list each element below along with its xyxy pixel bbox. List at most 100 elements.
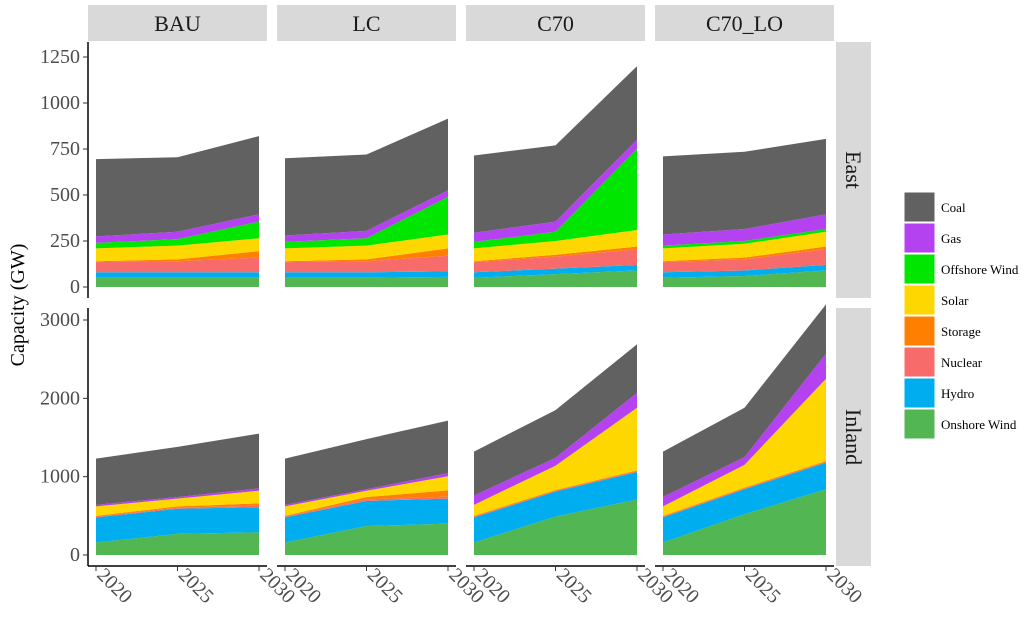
area-offshore-wind	[96, 221, 259, 249]
area-onshore-wind	[96, 532, 259, 555]
area-gas	[96, 214, 259, 243]
legend-swatch	[903, 284, 936, 316]
area-solar	[474, 229, 637, 262]
area-hydro	[663, 462, 826, 543]
panel-c70-lo-inland	[655, 304, 834, 566]
area-solar	[96, 238, 259, 262]
legend-item-nuclear: Nuclear	[903, 346, 983, 378]
area-nuclear	[96, 505, 259, 518]
legend-label: Solar	[941, 293, 969, 308]
area-coal	[474, 344, 637, 496]
legend-item-onshore-wind: Onshore Wind	[903, 408, 1017, 440]
area-offshore-wind	[474, 149, 637, 249]
legend-swatch	[903, 253, 936, 285]
area-nuclear	[474, 249, 637, 273]
strip-bau	[88, 5, 267, 41]
area-onshore-wind	[474, 499, 637, 555]
panel-bau-inland	[88, 308, 267, 566]
area-coal	[285, 118, 448, 236]
column-strips: BAU LC C70 C70_LO	[88, 5, 834, 41]
area-offshore-wind	[663, 229, 826, 249]
x-tick-label: 2025	[741, 564, 785, 608]
panel-c70-lo-east	[655, 42, 834, 298]
area-solar	[96, 490, 259, 516]
x-tick-label: 2025	[552, 564, 596, 608]
area-onshore-wind	[474, 270, 637, 287]
area-gas	[285, 473, 448, 507]
legend-label: Offshore Wind	[941, 262, 1019, 277]
area-nuclear	[96, 257, 259, 273]
area-gas	[96, 488, 259, 507]
legend-label: Gas	[941, 231, 961, 246]
area-coal	[96, 136, 259, 237]
area-nuclear	[663, 249, 826, 273]
area-solar	[285, 476, 448, 516]
area-gas	[474, 139, 637, 242]
strip-lc	[277, 5, 456, 41]
panel-bau-east	[88, 42, 267, 298]
strip-label-lc: LC	[352, 11, 380, 36]
y-tick-label: 1000	[40, 466, 80, 488]
legend-swatch	[903, 191, 936, 223]
y-tick-label: 0	[70, 544, 80, 566]
area-solar	[285, 234, 448, 262]
strip-inland	[836, 308, 871, 566]
area-hydro	[474, 264, 637, 278]
area-storage	[96, 251, 259, 263]
legend: Coal Gas Offshore Wind Solar Storage Nuclear H…	[903, 191, 1019, 440]
y-axis-title: Capacity (GW)	[7, 244, 29, 367]
y-tick-label: 750	[50, 138, 80, 160]
area-hydro	[663, 264, 826, 278]
strip-label-east: East	[841, 151, 866, 189]
panel-c70-east	[466, 42, 645, 298]
x-tick-label: 2030	[822, 564, 866, 608]
x-tick-label: 2025	[363, 564, 407, 608]
area-nuclear	[285, 496, 448, 518]
chart-panels	[88, 42, 834, 566]
x-axis-c70-lo: 2020 2025 2030	[655, 564, 866, 608]
row-strips: East Inland	[836, 42, 871, 566]
y-tick-label: 0	[70, 276, 80, 298]
area-coal	[285, 420, 448, 505]
strip-c70-lo	[655, 5, 834, 41]
y-tick-label: 500	[50, 184, 80, 206]
area-hydro	[96, 272, 259, 278]
panel-c70-inland	[466, 308, 645, 566]
area-gas	[285, 190, 448, 242]
area-nuclear	[663, 461, 826, 518]
area-coal	[474, 66, 637, 233]
legend-label: Onshore Wind	[941, 417, 1017, 432]
x-axis-bau: 2020 2025 2030	[88, 564, 299, 608]
area-onshore-wind	[663, 270, 826, 287]
legend-swatch	[903, 408, 936, 440]
panel-lc-inland	[277, 308, 456, 566]
y-tick-label: 250	[50, 230, 80, 252]
area-offshore-wind	[285, 196, 448, 249]
legend-item-offshore-wind: Offshore Wind	[903, 253, 1019, 285]
area-hydro	[96, 507, 259, 543]
legend-swatch	[903, 222, 936, 254]
legend-label: Nuclear	[941, 355, 983, 370]
y-axis-inland: 0 1000 2000 3000	[40, 308, 89, 566]
legend-item-gas: Gas	[903, 222, 961, 254]
area-gas	[663, 353, 826, 507]
area-hydro	[285, 271, 448, 278]
y-tick-label: 1250	[40, 46, 80, 68]
area-onshore-wind	[663, 489, 826, 555]
legend-swatch	[903, 346, 936, 378]
area-gas	[663, 214, 826, 246]
strip-label-c70: C70	[537, 11, 574, 36]
legend-item-storage: Storage	[903, 315, 981, 347]
legend-swatch	[903, 315, 936, 347]
strip-label-bau: BAU	[154, 11, 201, 36]
legend-item-solar: Solar	[903, 284, 969, 316]
area-hydro	[474, 471, 637, 543]
panel-lc-east	[277, 42, 456, 298]
strip-label-inland: Inland	[841, 409, 866, 465]
legend-label: Storage	[941, 324, 981, 339]
area-onshore-wind	[96, 277, 259, 287]
y-tick-label: 1000	[40, 92, 80, 114]
x-tick-label: 2025	[174, 564, 218, 608]
